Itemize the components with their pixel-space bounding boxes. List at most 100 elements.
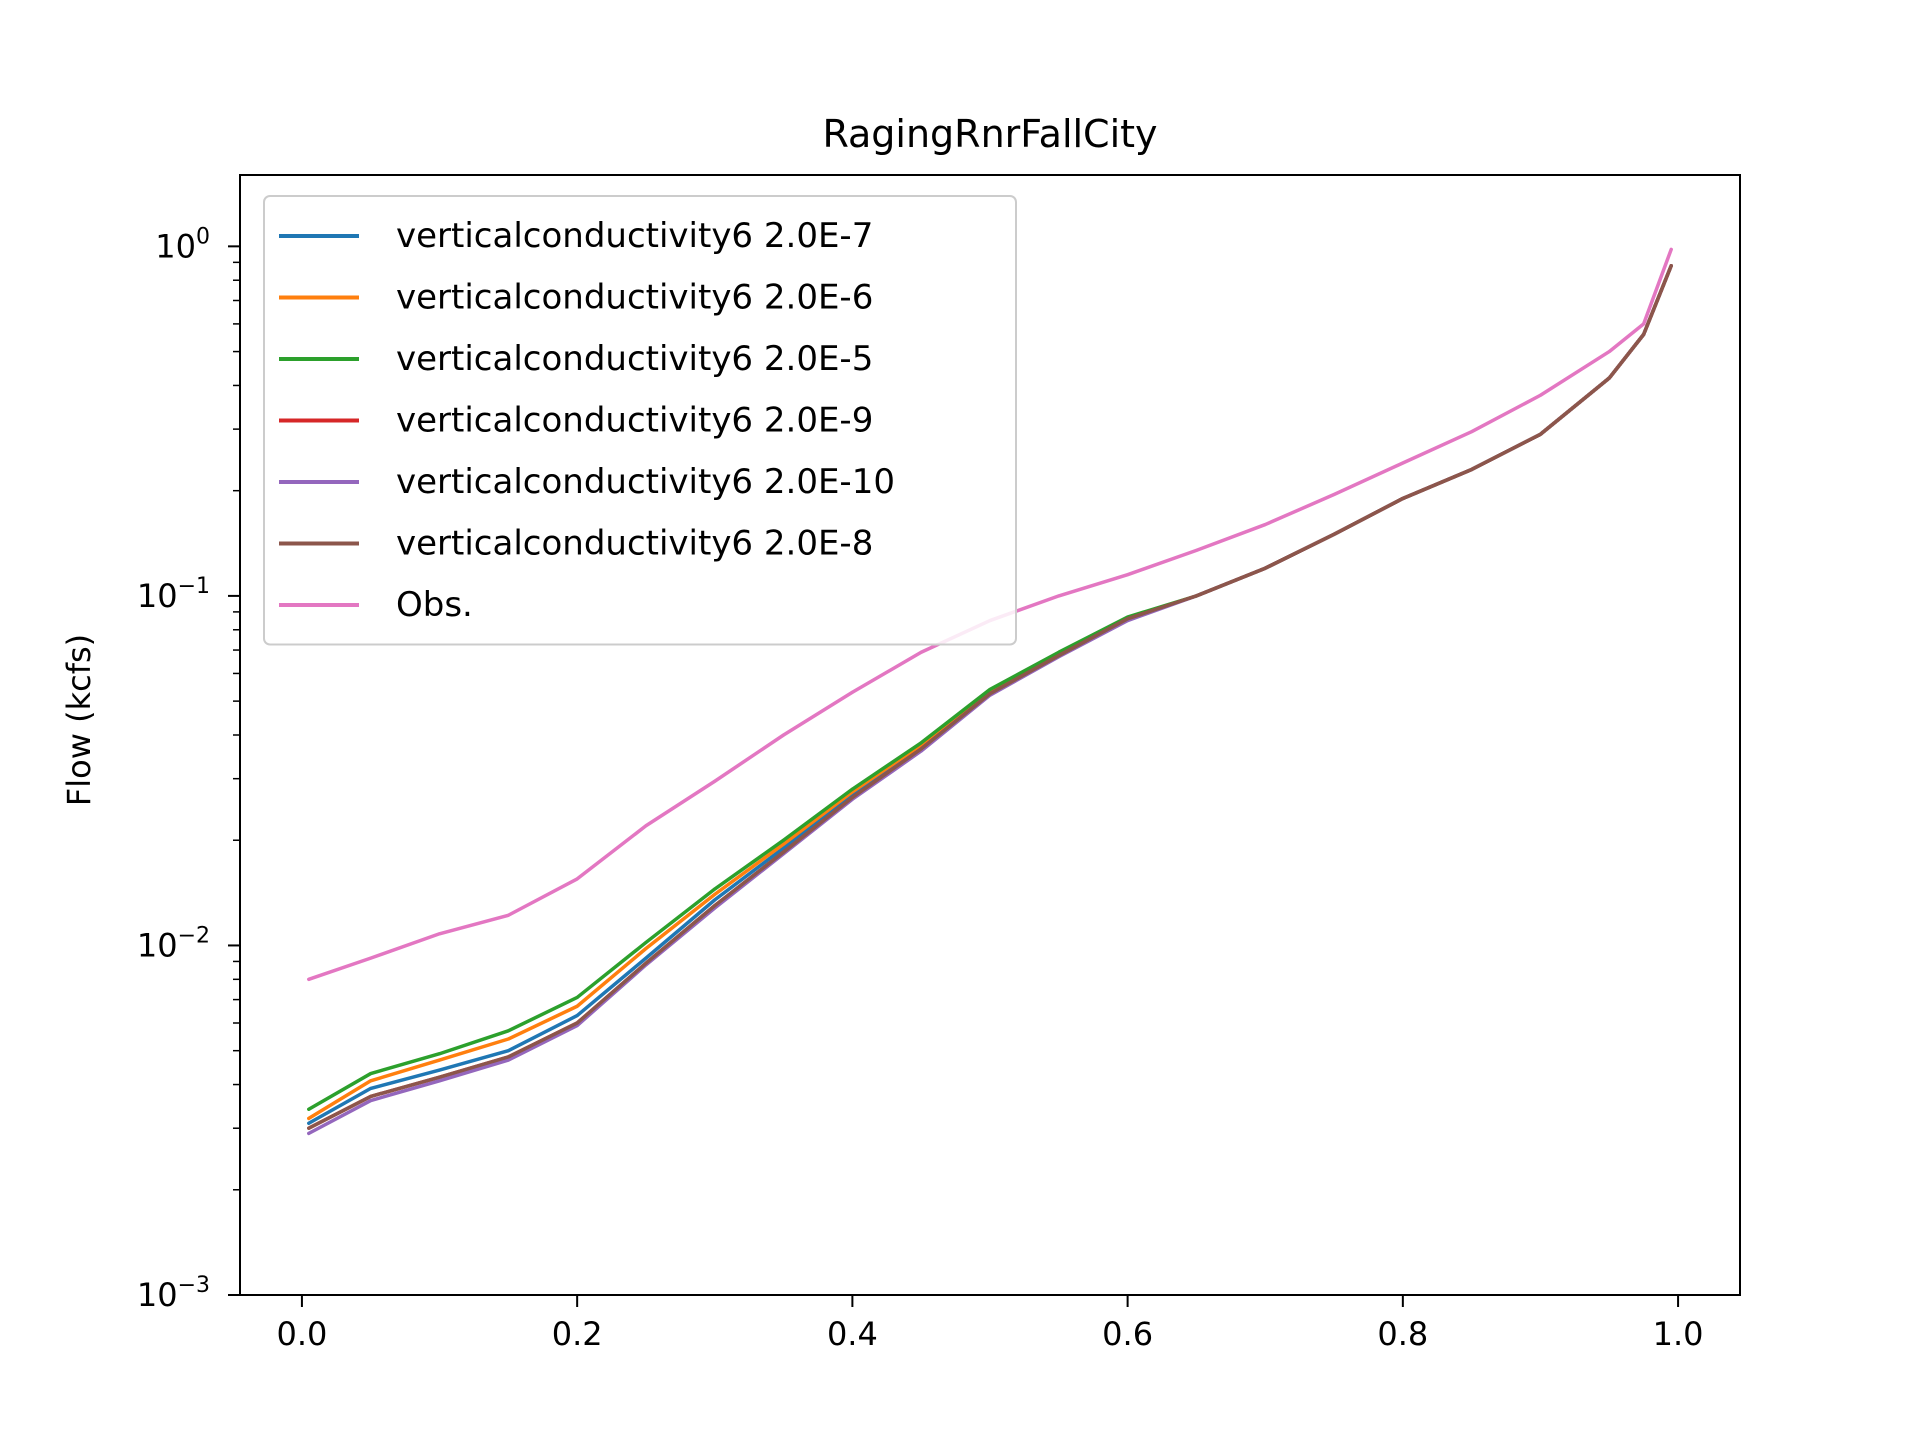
data-point [369,956,373,960]
data-point [1332,532,1336,536]
data-point [782,842,786,846]
data-point [506,1055,510,1059]
data-point [438,1075,442,1079]
data-point [307,1116,311,1120]
legend-entry: verticalconductivity6 2.0E-10 [279,462,895,502]
data-point [644,940,648,944]
y-tick-label: 10−2 [137,923,210,964]
data-point [369,1072,373,1076]
series-5 [307,264,1673,1130]
legend-label: Obs. [396,585,473,625]
data-point [988,687,992,691]
y-tick-label: 100 [155,224,210,265]
data-point [644,824,648,828]
legend-label: verticalconductivity6 2.0E-5 [396,339,873,379]
data-point [644,947,648,951]
data-point [438,1052,442,1056]
data-point [307,1121,311,1125]
data-point [307,1107,311,1111]
x-tick-label: 1.0 [1653,1315,1704,1353]
data-point [1263,523,1267,527]
data-point [1057,650,1061,654]
data-point [369,1079,373,1083]
legend-entry: verticalconductivity6 2.0E-8 [279,524,873,564]
legend-box [263,195,1017,646]
y-axis: 10−3 10−2 10−1 100 [137,224,240,1314]
legend-label: verticalconductivity6 2.0E-9 [396,401,873,441]
legend-entry: verticalconductivity6 2.0E-7 [279,216,873,256]
data-point [369,1094,373,1098]
data-point [307,977,311,981]
data-point [575,1014,579,1018]
series-line [307,264,1673,1130]
data-point [1332,493,1336,497]
data-point [438,932,442,936]
data-point [1669,247,1673,251]
data-point [1607,376,1611,380]
data-point [1263,566,1267,570]
data-point [782,846,786,850]
legend-entry: Obs. [279,585,473,625]
data-point [713,887,717,891]
data-point [307,1126,311,1130]
x-tick-label: 0.8 [1377,1315,1428,1353]
data-point [369,1099,373,1103]
data-point [1470,430,1474,434]
data-point [1126,617,1130,621]
data-point [644,961,648,965]
x-tick-label: 0.0 [276,1315,327,1353]
series-line [307,247,1673,982]
data-point [919,741,923,745]
data-point [575,995,579,999]
data-point [1538,393,1542,397]
data-point [1642,322,1646,326]
data-point [369,1086,373,1090]
chart-title: RagingRnrFallCity [822,112,1157,156]
data-point [575,1021,579,1025]
data-point [506,1037,510,1041]
data-point [713,892,717,896]
data-point [850,787,854,791]
legend-label: verticalconductivity6 2.0E-10 [396,462,895,502]
x-tick-label: 0.6 [1102,1315,1153,1353]
data-point [782,838,786,842]
data-point [713,904,717,908]
legend: verticalconductivity6 2.0E-7 verticalcond… [263,195,1017,646]
data-point [438,1068,442,1072]
legend-label: verticalconductivity6 2.0E-6 [396,278,873,318]
data-point [1401,496,1405,500]
data-point [438,1058,442,1062]
data-point [1194,594,1198,598]
data-point [988,692,992,696]
data-point [575,877,579,881]
y-tick-label: 10−3 [137,1273,210,1314]
legend-label: verticalconductivity6 2.0E-8 [396,524,873,564]
y-axis-label: Flow (kcfs) [60,634,98,806]
data-point [307,1131,311,1135]
data-point [1194,548,1198,552]
data-point [850,690,854,694]
data-point [575,1004,579,1008]
data-point [1669,264,1673,268]
data-point [1057,654,1061,658]
data-point [506,1049,510,1053]
data-point [919,650,923,654]
x-tick-label: 0.4 [827,1315,878,1353]
data-point [1607,350,1611,354]
x-tick-label: 0.2 [552,1315,603,1353]
data-point [644,956,648,960]
data-point [506,1029,510,1033]
data-point [1642,332,1646,336]
legend-entry: verticalconductivity6 2.0E-6 [279,278,873,318]
data-point [1126,573,1130,577]
data-point [850,796,854,799]
y-tick-label: 10−1 [137,574,210,615]
data-point [713,898,717,902]
data-point [1401,461,1405,465]
legend-label: verticalconductivity6 2.0E-7 [396,216,873,256]
data-point [1538,432,1542,436]
data-point [506,913,510,917]
data-point [782,733,786,737]
series-layer [307,247,1673,1136]
